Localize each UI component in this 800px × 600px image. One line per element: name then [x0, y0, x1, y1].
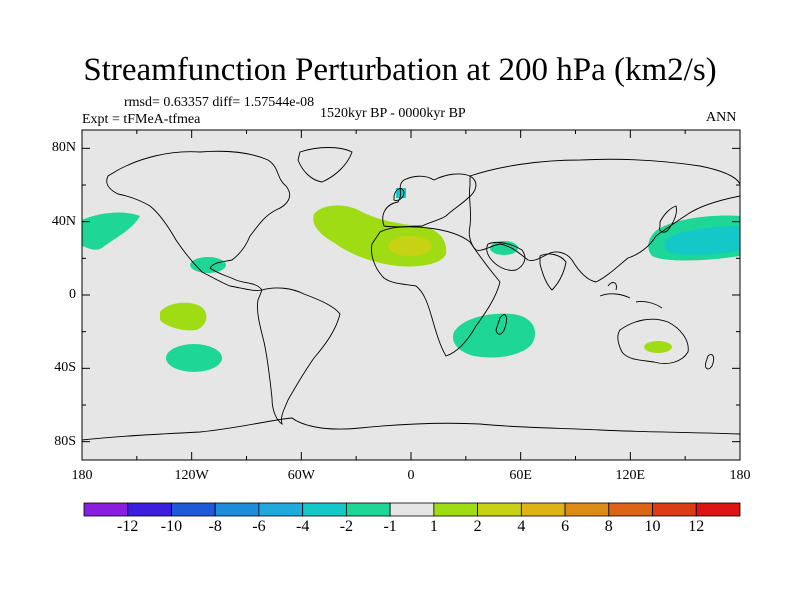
y-tick-label: 80S: [54, 433, 76, 449]
anomaly-north-pacific-east: [82, 212, 140, 250]
coast-asia: [468, 158, 740, 283]
colorbar-swatch: [171, 502, 216, 517]
x-tick-label: 120W: [174, 468, 209, 483]
colorbar-label: -10: [160, 518, 183, 535]
x-tick-label: 120E: [615, 468, 646, 483]
period-label: 1520kyr BP - 0000kyr BP: [320, 106, 466, 121]
colorbar-label: 10: [644, 518, 661, 535]
colorbar-label: -2: [339, 518, 354, 535]
x-tick-label: 0: [407, 468, 415, 483]
colorbar-label: 1: [429, 518, 438, 535]
colorbar-label: -6: [252, 518, 266, 535]
colorbar-swatch: [389, 502, 435, 517]
coast-new-zealand: [705, 354, 715, 370]
colorbar-label: 12: [688, 518, 705, 535]
anomaly-south-indian-ocean: [452, 313, 536, 358]
x-tick-label: 60W: [287, 468, 315, 483]
colorbar-label: -12: [117, 518, 139, 535]
colorbar-label: -4: [295, 518, 310, 535]
colorbar: [83, 502, 741, 517]
colorbar-swatch: [564, 502, 610, 517]
coast-greenland: [297, 147, 353, 183]
colorbar-swatch: [345, 502, 391, 517]
coast-uk: [393, 188, 405, 201]
stats-text: rmsd= 0.63357 diff= 1.57544e-08: [124, 95, 315, 110]
colorbar-swatch: [695, 502, 741, 517]
colorbar-swatch: [433, 502, 479, 517]
coast-india: [539, 253, 567, 291]
x-tick-label: 180: [71, 468, 93, 483]
colorbar-swatch: [258, 502, 304, 517]
coast-australia: [617, 318, 689, 364]
plot-background: [82, 130, 740, 460]
coast-africa: [371, 226, 501, 357]
colorbar-label: 6: [561, 518, 570, 535]
colorbar-swatch: [608, 502, 653, 517]
y-tick-label: 40S: [54, 360, 76, 376]
anomaly-south-pacific: [160, 302, 207, 331]
colorbar-swatch: [83, 502, 129, 517]
anomaly-south-pacific-lower: [166, 344, 222, 372]
anomaly-north-pacific-core: [663, 226, 740, 255]
colorbar-label: -1: [383, 518, 397, 535]
x-tick-label: 180: [729, 468, 751, 483]
y-tick-label: 40N: [51, 213, 76, 229]
coast-southeast-asia-islands: [599, 282, 663, 309]
experiment-label: Expt = tFMeA-tfmea: [82, 112, 201, 127]
colorbar-swatch: [214, 502, 260, 517]
colorbar-label: 2: [473, 518, 482, 535]
coast-japan: [659, 205, 677, 233]
y-tick-label: 80N: [51, 140, 76, 156]
colorbar-swatch: [127, 502, 172, 517]
colorbar-label: 8: [604, 518, 613, 535]
colorbar-swatch: [520, 502, 566, 517]
anomaly-australia: [644, 341, 672, 353]
coast-north-america: [106, 150, 290, 291]
coastlines: [82, 147, 740, 441]
colorbar-swatch: [302, 502, 347, 517]
colorbar-label: 4: [517, 518, 526, 535]
colorbar-label: -8: [208, 518, 222, 535]
axis-ticks: [81, 130, 741, 460]
y-tick-label: 0: [69, 287, 76, 302]
season-label: ANN: [706, 110, 737, 125]
coast-arabia: [486, 241, 526, 271]
x-tick-label: 60E: [509, 468, 532, 483]
colorbar-swatch: [652, 502, 697, 517]
coast-south-america: [257, 287, 341, 426]
coast-antarctica: [82, 417, 740, 441]
anomaly-sahara-core: [388, 236, 432, 256]
chart-title: Streamfunction Perturbation at 200 hPa (…: [83, 52, 717, 88]
anomaly-scandinavia: [396, 188, 406, 198]
coast-madagascar: [495, 314, 507, 335]
colorbar-swatch: [477, 502, 522, 517]
